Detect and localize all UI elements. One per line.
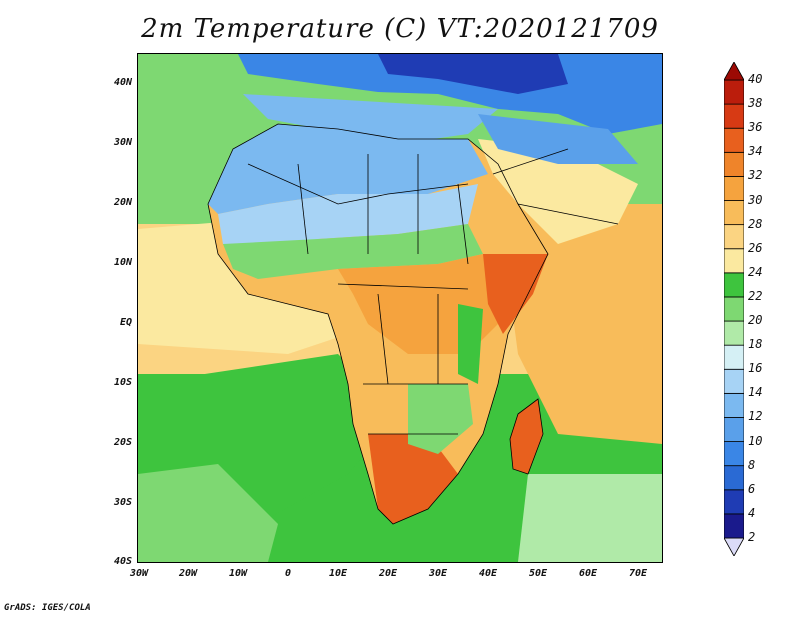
color-bar-segment [724,224,744,250]
color-bar-segment [724,200,744,226]
horn-hot-region [483,254,548,334]
east-highland-green [458,304,483,384]
europe-very-cold [378,54,568,94]
color-bar-label: 22 [748,288,763,303]
color-bar-segment [724,272,744,298]
color-bar-label: 34 [748,144,763,159]
color-bar-label: 32 [748,168,763,183]
color-bar-segment [724,79,744,105]
color-bar-segment [724,320,744,346]
lat-label-eq: EQ [119,317,132,328]
color-bar-segment [724,296,744,322]
lon-label-40e: 40E [478,568,498,579]
mediterranean-sea [243,94,498,144]
color-bar-label: 28 [748,216,763,231]
lat-label-30s: 30S [113,497,132,508]
arabia-north-cool [478,114,638,164]
ocean-pale-southwest [138,464,278,562]
color-bar-segment [724,344,744,370]
lat-label-10n: 10N [113,257,132,268]
map-plot-area [137,53,663,563]
lon-label-30e: 30E [428,568,448,579]
color-bar [724,62,744,556]
color-bar-label: 12 [748,409,763,424]
color-bar-label: 14 [748,385,763,400]
footer-credit: GrADS: IGES/COLA [4,603,91,613]
chart-title: 2m Temperature (C) VT:2020121709 [141,14,659,44]
color-bar-segment [724,489,744,515]
color-bar-segment [724,176,744,201]
color-bar-segment [724,151,744,177]
color-bar-label: 18 [748,337,763,352]
color-bar-segment [724,103,744,129]
color-bar-label: 4 [748,505,756,520]
color-bar-segment [724,441,744,467]
southern-africa-hot [368,434,458,524]
temperature-map [138,54,662,562]
lon-label-10e: 10E [328,568,348,579]
color-bar-label: 40 [748,72,763,86]
color-bar-segment [724,465,744,491]
lon-label-20e: 20E [378,568,398,579]
lon-label-20w: 20W [178,568,198,579]
lat-label-20s: 20S [113,437,132,448]
lon-label-60e: 60E [578,568,598,579]
lon-label-10w: 10W [228,568,248,579]
color-bar-label: 36 [748,120,763,135]
lon-label-70e: 70E [628,568,648,579]
color-bar-label: 20 [748,313,763,328]
lat-label-40n: 40N [113,77,132,88]
color-bar-label: 8 [748,457,756,472]
color-bar-segment [724,368,744,394]
color-bar-label: 38 [748,96,763,111]
lat-label-40s: 40S [113,556,132,567]
color-bar-segment [724,417,744,442]
color-bar-end-low [724,537,744,556]
lat-label-30n: 30N [113,137,132,148]
country-borders [207,123,619,525]
color-bar-segment [724,392,744,418]
color-bar-segment [724,248,744,274]
color-bar-label: 6 [748,481,756,496]
color-bar-label: 2 [748,530,756,544]
color-bar-end-high [724,62,744,81]
lat-label-20n: 20N [113,197,132,208]
color-bar-label: 16 [748,361,763,376]
color-bar-label: 30 [748,192,763,207]
lon-label-0: 0 [284,568,292,579]
color-bar-label: 10 [748,433,763,448]
color-bar-label: 24 [748,264,763,279]
lon-label-50e: 50E [528,568,548,579]
color-bar-segment [724,513,744,539]
color-bar-segment [724,127,744,153]
lat-label-10s: 10S [113,377,132,388]
lon-label-30w: 30W [129,568,149,579]
sahara-mid-region [218,184,478,254]
color-bar-label: 26 [748,240,763,255]
southern-africa-green [408,384,473,454]
ocean-pale-southeast [518,474,662,562]
